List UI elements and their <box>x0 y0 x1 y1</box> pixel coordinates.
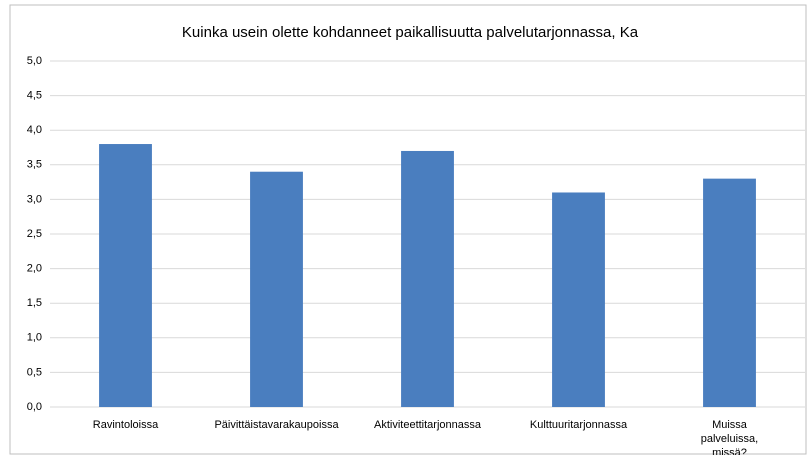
x-tick-label: Päivittäistavarakaupoissa <box>214 419 339 431</box>
chart-title: Kuinka usein olette kohdanneet paikallis… <box>182 24 639 41</box>
x-tick-label: Kulttuuritarjonnassa <box>529 419 628 431</box>
y-tick-label: 3,0 <box>27 193 42 205</box>
bar <box>250 171 303 407</box>
y-tick-label: 2,5 <box>27 228 42 240</box>
bar <box>401 150 454 407</box>
y-tick-label: 0,0 <box>27 401 42 413</box>
y-tick-label: 0,5 <box>27 366 42 378</box>
bar <box>99 144 152 408</box>
x-tick-label: Aktiviteettitarjonnassa <box>374 419 481 431</box>
bar <box>703 178 756 407</box>
y-tick-label: 2,0 <box>27 263 42 275</box>
x-tick-label: Muissa palveluissa, missä? <box>700 419 759 455</box>
y-tick-label: 4,0 <box>27 124 42 136</box>
y-tick-label: 5,0 <box>27 55 42 67</box>
y-tick-label: 3,5 <box>27 159 42 171</box>
bar <box>552 192 605 407</box>
x-tick-label: Ravintoloissa <box>92 419 159 431</box>
y-tick-label: 1,5 <box>27 297 42 309</box>
y-tick-label: 4,5 <box>27 90 42 102</box>
y-tick-label: 1,0 <box>27 332 42 344</box>
